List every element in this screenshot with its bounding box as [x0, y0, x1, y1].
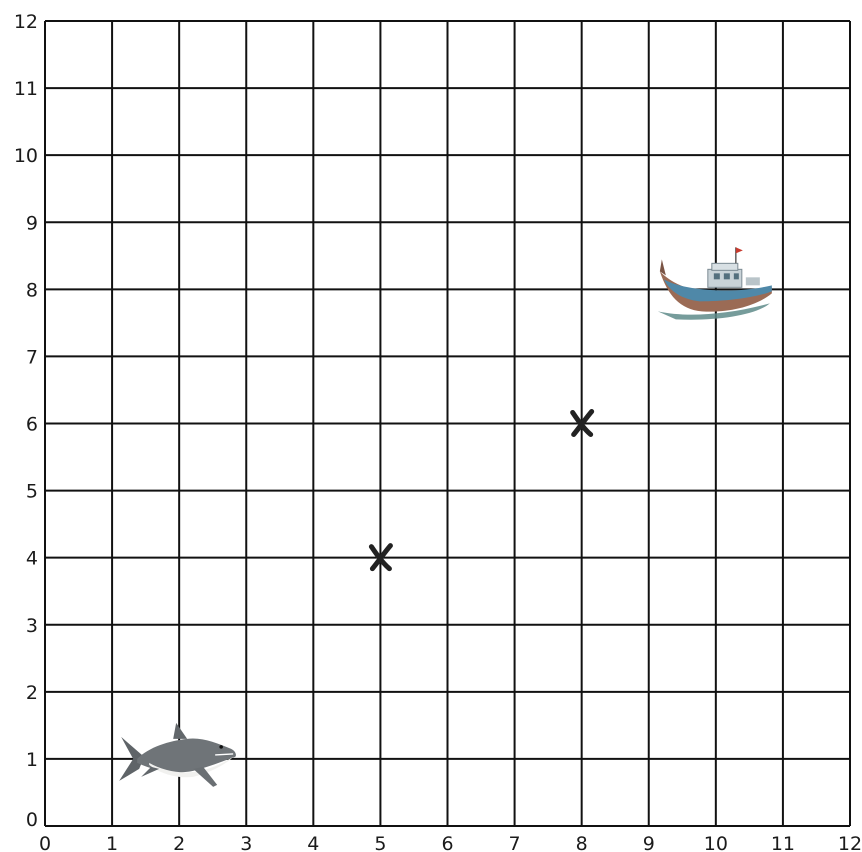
x-tick-label: 7 — [509, 833, 521, 852]
x-tick-label: 3 — [240, 833, 252, 852]
x-marker — [570, 409, 595, 437]
y-tick-label: 8 — [26, 279, 38, 301]
x-tick-label: 10 — [704, 833, 728, 852]
x-tick-label: 0 — [39, 833, 51, 852]
x-tick-label: 9 — [643, 833, 655, 852]
boat-icon — [657, 247, 772, 320]
x-tick-label: 2 — [173, 833, 185, 852]
x-tick-label: 11 — [771, 833, 795, 852]
x-axis-ticks: 0 1 2 3 4 5 6 7 8 9 10 11 12 — [39, 833, 862, 852]
y-tick-label: 9 — [26, 212, 38, 234]
x-tick-label: 6 — [441, 833, 453, 852]
y-tick-label: 5 — [26, 481, 38, 503]
y-tick-label: 10 — [14, 145, 38, 167]
x-tick-label: 12 — [838, 833, 862, 852]
y-tick-label: 4 — [26, 548, 38, 570]
y-tick-label: 6 — [26, 414, 38, 436]
y-tick-label: 7 — [26, 346, 38, 368]
y-tick-label: 12 — [14, 11, 38, 33]
x-tick-label: 8 — [576, 833, 588, 852]
y-tick-label: 11 — [14, 78, 38, 100]
y-tick-label: 3 — [26, 615, 38, 637]
x-tick-label: 1 — [106, 833, 118, 852]
shark-icon — [119, 722, 236, 787]
y-tick-label: 2 — [26, 682, 38, 704]
x-markers — [368, 409, 595, 572]
y-tick-label: 1 — [26, 749, 38, 771]
y-tick-label: 0 — [26, 809, 38, 831]
x-marker — [368, 543, 393, 572]
grid-lines — [44, 20, 851, 827]
x-tick-label: 4 — [307, 833, 319, 852]
x-tick-label: 5 — [374, 833, 386, 852]
